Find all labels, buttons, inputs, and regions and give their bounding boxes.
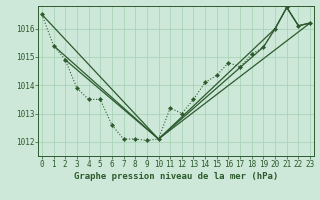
X-axis label: Graphe pression niveau de la mer (hPa): Graphe pression niveau de la mer (hPa) bbox=[74, 172, 278, 181]
